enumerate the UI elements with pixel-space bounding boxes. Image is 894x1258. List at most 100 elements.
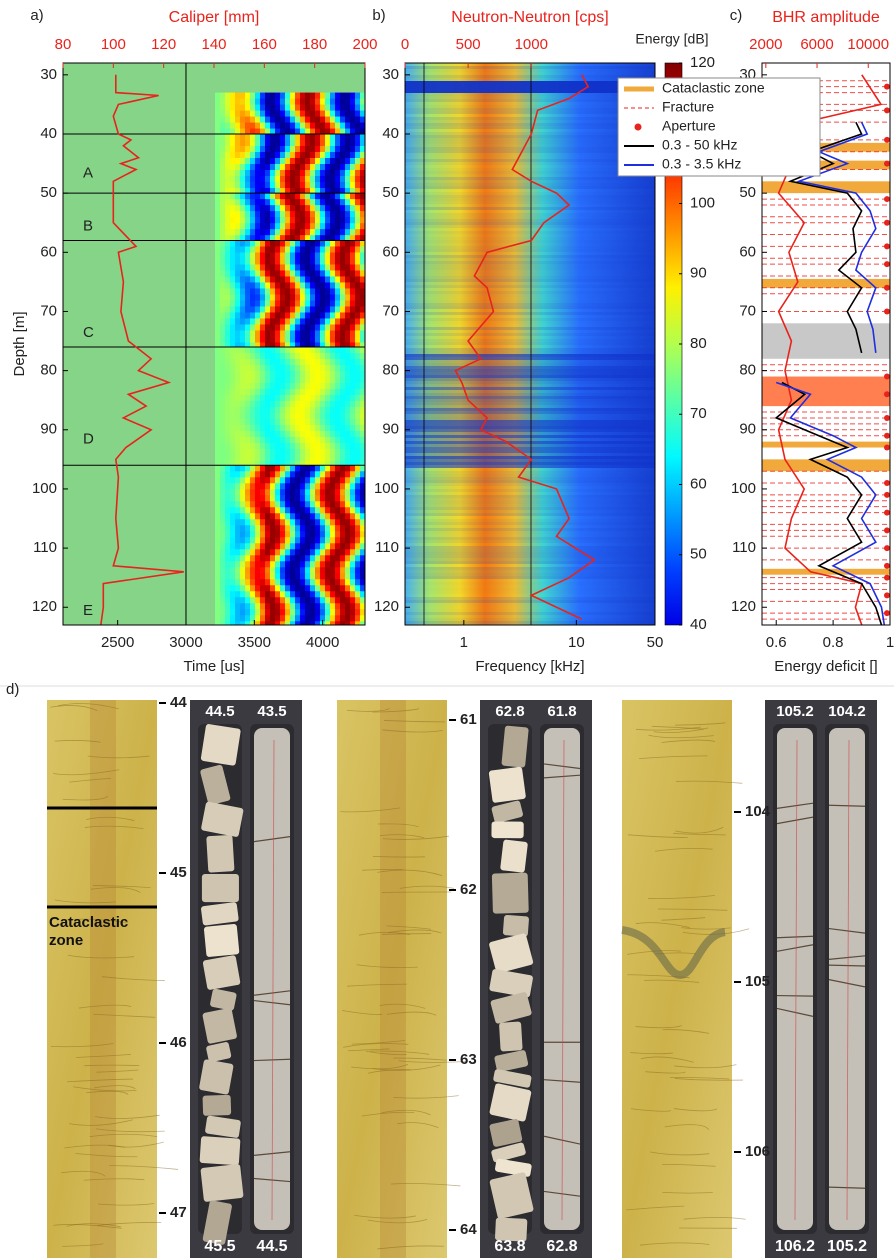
x2-axis-title: BHR amplitude — [772, 9, 880, 26]
spectrogram-cell — [225, 246, 231, 253]
spectrogram-cell — [260, 567, 266, 574]
spectrogram-cell — [320, 211, 326, 218]
spectrogram-cell — [270, 573, 276, 580]
spectrogram-cell — [290, 133, 296, 141]
spectrogram-cell — [220, 579, 226, 586]
spectrogram-row — [405, 570, 655, 573]
spectrogram-cell — [285, 330, 291, 337]
core-crack — [828, 964, 866, 967]
spectrogram-cell — [220, 330, 226, 337]
spectrogram-cell — [240, 448, 246, 456]
spectrogram-cell — [275, 549, 281, 556]
spectrogram-cell — [320, 603, 326, 610]
spectrogram-cell — [315, 573, 321, 580]
x2-tick-label: 180 — [302, 36, 327, 53]
spectrogram-cell — [335, 621, 341, 625]
spectrogram-row — [405, 603, 655, 606]
spectrogram-cell — [350, 477, 356, 484]
core-fragment — [210, 988, 237, 1011]
spectrogram-cell — [350, 151, 356, 159]
spectrogram-cell — [345, 235, 351, 242]
spectrogram-cell — [250, 430, 256, 438]
spectrogram-cell — [350, 288, 356, 295]
spectrogram-cell — [325, 525, 331, 532]
spectrogram-cell — [360, 418, 365, 426]
spectrogram-cell — [355, 489, 361, 496]
spectrogram-cell — [260, 460, 266, 468]
spectrogram-cell — [265, 145, 271, 153]
spectrogram-cell — [265, 187, 271, 195]
spectrogram-row — [405, 192, 655, 195]
spectrogram-cell — [280, 175, 286, 183]
spectrogram-cell — [345, 460, 351, 468]
spectrogram-cell — [260, 543, 266, 550]
depth-tick-label: 106 — [745, 1143, 770, 1160]
spectrogram-cell — [240, 346, 246, 354]
spectrogram-cell — [345, 342, 351, 349]
x2-tick-label: 2000 — [749, 36, 782, 53]
spectrogram-cell — [335, 128, 341, 136]
spectrogram-row — [405, 219, 655, 222]
spectrogram-cell — [225, 110, 231, 118]
spectrogram-cell — [285, 98, 291, 106]
spectrogram-cell — [265, 376, 271, 384]
core-fragment — [201, 873, 239, 903]
spectrogram-cell — [350, 358, 356, 366]
spectrogram-cell — [245, 609, 251, 616]
spectrogram-cell — [255, 442, 261, 450]
spectrogram-row — [405, 81, 655, 84]
spectrogram-cell — [255, 609, 261, 616]
spectrogram-cell — [235, 246, 241, 253]
spectrogram-cell — [360, 412, 365, 420]
spectrogram-cell — [310, 133, 316, 141]
spectrogram-cell — [355, 264, 361, 271]
spectrogram-cell — [275, 454, 281, 462]
spectrogram-cell — [265, 489, 271, 496]
spectrogram-cell — [250, 579, 256, 586]
spectrogram-cell — [280, 240, 286, 247]
x2-tick-label: 200 — [352, 36, 377, 53]
spectrogram-cell — [230, 252, 236, 259]
spectrogram-row — [405, 474, 655, 477]
spectrogram-cell — [215, 336, 221, 343]
spectrogram-cell — [300, 454, 306, 462]
spectrogram-cell — [320, 133, 326, 141]
spectrogram-cell — [340, 424, 346, 432]
spectrogram-cell — [325, 495, 331, 502]
spectrogram-row — [405, 489, 655, 492]
spectrogram-cell — [235, 163, 241, 171]
spectrogram-cell — [285, 324, 291, 331]
spectrogram-cell — [265, 460, 271, 468]
spectrogram-cell — [220, 388, 226, 396]
spectrogram-cell — [255, 223, 261, 230]
spectrogram-cell — [320, 471, 326, 478]
spectrogram-cell — [235, 489, 241, 496]
spectrogram-cell — [270, 483, 276, 490]
aperture — [884, 574, 890, 581]
spectrogram-cell — [295, 240, 301, 247]
spectrogram-cell — [255, 169, 261, 177]
spectrogram-cell — [310, 122, 316, 130]
borehole-texture — [386, 925, 431, 930]
spectrogram-cell — [335, 223, 341, 230]
spectrogram-cell — [310, 609, 316, 616]
spectrogram-cell — [245, 621, 251, 625]
spectrogram-cell — [245, 436, 251, 444]
spectrogram-cell — [280, 110, 286, 118]
spectrogram-cell — [310, 352, 316, 360]
spectrogram-cell — [255, 264, 261, 271]
spectrogram-cell — [350, 181, 356, 189]
spectrogram-cell — [315, 98, 321, 106]
spectrogram-cell — [255, 537, 261, 544]
spectrogram-cell — [295, 406, 301, 414]
spectrogram-cell — [215, 264, 221, 271]
spectrogram-cell — [240, 573, 246, 580]
aperture — [884, 414, 890, 421]
spectrogram-cell — [265, 531, 271, 538]
spectrogram-cell — [215, 513, 221, 520]
spectrogram-cell — [325, 324, 331, 331]
spectrogram-cell — [275, 603, 281, 610]
spectrogram-cell — [325, 163, 331, 171]
spectrogram-row — [405, 495, 655, 498]
spectrogram-cell — [335, 288, 341, 295]
